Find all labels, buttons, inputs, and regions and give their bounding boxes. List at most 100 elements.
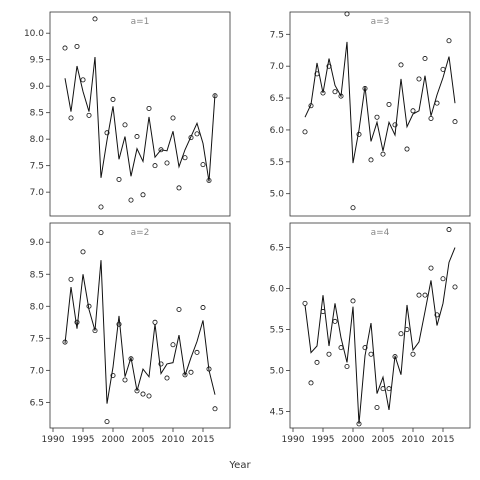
- panel-frame: [49, 222, 231, 429]
- observed-point: [206, 177, 212, 183]
- observed-point: [206, 366, 212, 372]
- observed-point: [404, 327, 410, 333]
- observed-point: [200, 162, 206, 168]
- observed-point: [434, 100, 440, 106]
- observed-point: [308, 380, 314, 386]
- panel-title: a=2: [131, 228, 150, 238]
- observed-point: [176, 185, 182, 191]
- panels-layer: a=1 7.0 7.5 8.0 8.5 9.0 9.5 10.0 a=3 5.0 5.5 6.0 6.5…: [24, 11, 471, 445]
- y-tick-label: 5.0: [270, 367, 285, 377]
- panel-title: a=1: [131, 17, 150, 27]
- observed-point: [122, 122, 128, 128]
- observed-point: [164, 160, 170, 166]
- observed-point: [398, 331, 404, 337]
- observed-point: [134, 134, 140, 140]
- observed-point: [194, 349, 200, 355]
- observed-point: [374, 114, 380, 120]
- observed-point: [146, 105, 152, 111]
- observed-point: [332, 89, 338, 95]
- observed-point: [446, 38, 452, 44]
- observed-point: [110, 96, 116, 102]
- observed-point: [158, 361, 164, 367]
- observed-point: [380, 151, 386, 157]
- y-tick-label: 6.5: [270, 244, 284, 254]
- observed-point: [194, 131, 200, 137]
- x-tick-label: 1995: [312, 435, 335, 445]
- observed-point: [200, 305, 206, 311]
- observed-point: [158, 147, 164, 153]
- observed-point: [434, 312, 440, 318]
- observed-point: [422, 292, 428, 298]
- observed-point: [80, 77, 86, 83]
- observed-point: [140, 192, 146, 198]
- observed-point: [338, 345, 344, 351]
- panel-title: a=3: [371, 17, 390, 27]
- panel-frame: [49, 11, 231, 217]
- observed-point: [386, 101, 392, 107]
- observed-point: [416, 292, 422, 298]
- observed-point: [128, 197, 134, 203]
- y-tick-label: 7.5: [30, 162, 44, 172]
- observed-point: [398, 62, 404, 68]
- observed-point: [164, 375, 170, 381]
- observed-point: [302, 129, 308, 135]
- observed-point: [326, 63, 332, 69]
- observed-point: [344, 363, 350, 369]
- panel-a3: a=3 5.0 5.5 6.0 6.5 7.0 7.5: [270, 11, 471, 217]
- observed-point: [86, 112, 92, 118]
- x-tick-label: 2005: [372, 435, 395, 445]
- observed-point: [308, 103, 314, 109]
- observed-point: [68, 115, 74, 121]
- observed-point: [98, 230, 104, 236]
- observed-point: [320, 90, 326, 96]
- observed-point: [356, 421, 362, 427]
- y-tick-label: 9.0: [30, 238, 45, 248]
- observed-point: [80, 249, 86, 255]
- observed-point: [428, 115, 434, 121]
- y-tick-label: 8.0: [30, 302, 45, 312]
- y-tick-label: 5.5: [270, 158, 284, 168]
- y-tick-label: 8.0: [30, 135, 45, 145]
- observed-point: [440, 276, 446, 282]
- observed-point: [92, 328, 98, 334]
- observed-point: [116, 176, 122, 182]
- panel-a1: a=1 7.0 7.5 8.0 8.5 9.0 9.5 10.0: [24, 11, 231, 217]
- observed-point: [362, 86, 368, 92]
- observed-point: [182, 155, 188, 161]
- observed-point: [212, 406, 218, 412]
- observed-point: [440, 66, 446, 72]
- x-tick-label: 1990: [282, 435, 305, 445]
- observed-point: [380, 386, 386, 392]
- fitted-series-line: [64, 260, 216, 404]
- observed-point: [416, 76, 422, 82]
- observed-point: [356, 131, 362, 137]
- y-tick-label: 5.5: [270, 326, 284, 336]
- observed-point: [188, 135, 194, 141]
- observed-point: [92, 16, 98, 22]
- observed-point: [428, 265, 434, 271]
- observed-point: [314, 71, 320, 77]
- observed-point: [410, 351, 416, 357]
- observed-point: [332, 318, 338, 324]
- y-tick-label: 7.0: [270, 62, 285, 72]
- x-tick-label: 2015: [432, 435, 455, 445]
- observed-point: [140, 391, 146, 397]
- observed-point: [68, 276, 74, 282]
- observed-point: [362, 345, 368, 351]
- observed-point: [74, 43, 80, 49]
- observed-point: [116, 321, 122, 327]
- observed-point: [86, 303, 92, 309]
- observed-point: [374, 404, 380, 410]
- panel-frame: [289, 11, 471, 217]
- observed-point: [344, 11, 350, 17]
- observed-point: [350, 298, 356, 304]
- observed-point: [338, 93, 344, 99]
- y-tick-label: 4.5: [270, 408, 284, 418]
- observed-point: [368, 351, 374, 357]
- observed-point: [212, 93, 218, 99]
- observed-point: [386, 386, 392, 392]
- observed-point: [320, 309, 326, 315]
- observed-point: [176, 306, 182, 312]
- observed-point: [152, 319, 158, 325]
- observed-point: [410, 108, 416, 114]
